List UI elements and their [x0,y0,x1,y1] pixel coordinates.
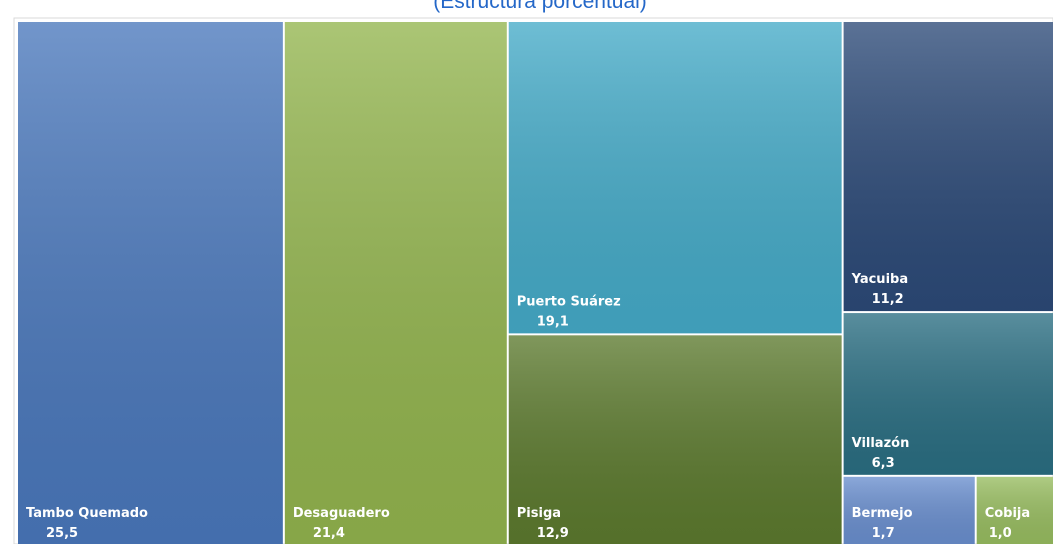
tile-shade [843,313,1053,475]
tile-label: Pisiga [517,506,561,521]
tile-shade [284,22,507,544]
value-label: 21,4 [313,526,345,541]
value-label: 25,5 [46,526,78,541]
tile-label: Yacuiba [851,272,909,287]
tile-label: Desaguadero [293,506,390,521]
tile-shade [976,476,1053,544]
chart-title: (Estructura porcentual) [433,0,647,13]
tile-label: Cobija [985,506,1030,521]
tile-label: Bermejo [852,506,913,521]
value-label: 11,2 [872,292,904,307]
tile-shade [18,22,283,544]
tile-shade [508,335,842,544]
tile-label: Villazón [852,436,910,451]
tile-label: Tambo Quemado [26,506,148,521]
tile-shade [843,22,1053,312]
value-label: 1,7 [872,526,895,541]
tile-label: Puerto Suárez [517,294,621,309]
tile-shade [843,476,975,544]
value-label: 6,3 [872,456,895,471]
value-label: 1,0 [989,526,1012,541]
value-label: 12,9 [537,526,569,541]
tile-shade [508,22,842,334]
value-label: 19,1 [537,314,569,329]
